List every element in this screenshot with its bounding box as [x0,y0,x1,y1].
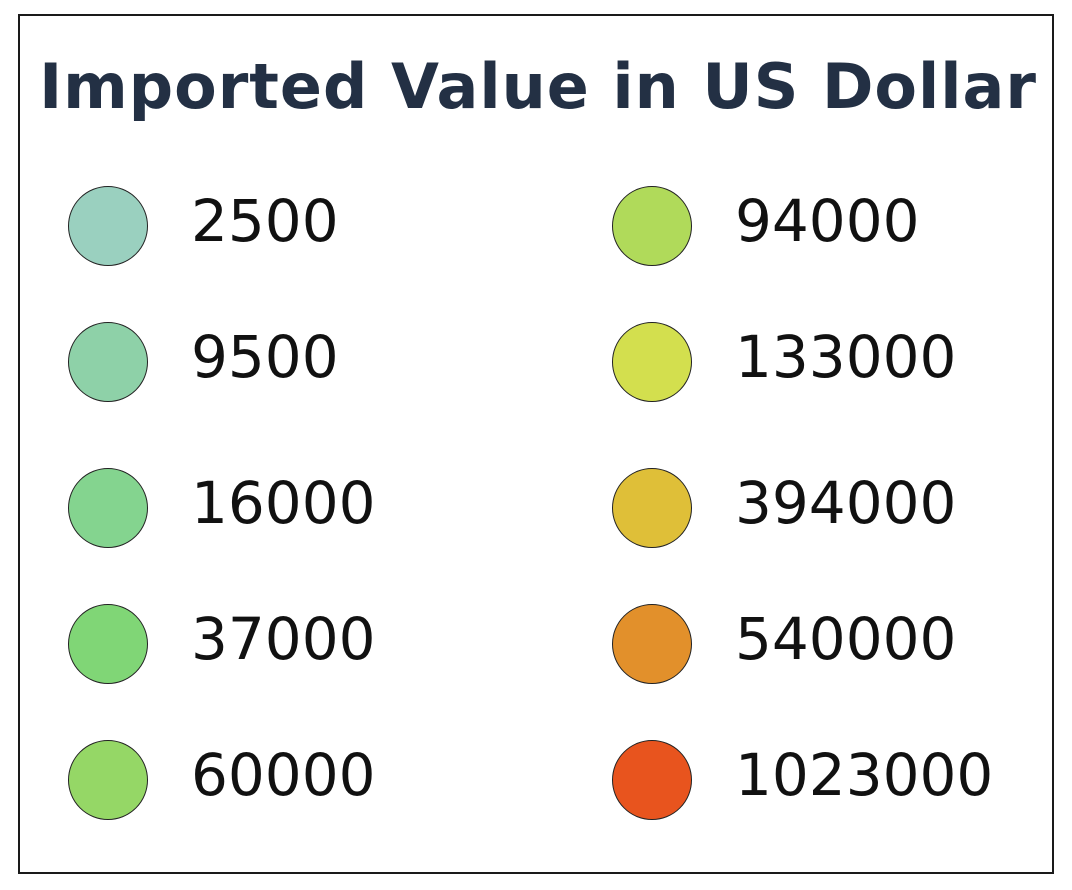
legend-swatch [68,186,148,266]
legend-swatch [612,186,692,266]
legend-item-label: 37000 [191,605,376,673]
legend-item-label: 60000 [191,741,376,809]
legend-item-label: 9500 [191,323,339,391]
legend-box: Imported Value in US Dollar [18,14,1054,874]
legend-item-label: 394000 [735,469,957,537]
legend-swatch [612,604,692,684]
legend-swatch [68,740,148,820]
legend-swatch [612,468,692,548]
legend-swatch [612,740,692,820]
legend-swatch [68,604,148,684]
legend-item-label: 540000 [735,605,957,673]
legend-item-label: 1023000 [735,741,994,809]
legend-swatch [68,322,148,402]
legend-item-label: 2500 [191,187,339,255]
legend-item-label: 133000 [735,323,957,391]
legend-item-label: 94000 [735,187,920,255]
legend-swatch [68,468,148,548]
legend-item-label: 16000 [191,469,376,537]
legend-title: Imported Value in US Dollar [39,50,1037,123]
legend-swatch [612,322,692,402]
